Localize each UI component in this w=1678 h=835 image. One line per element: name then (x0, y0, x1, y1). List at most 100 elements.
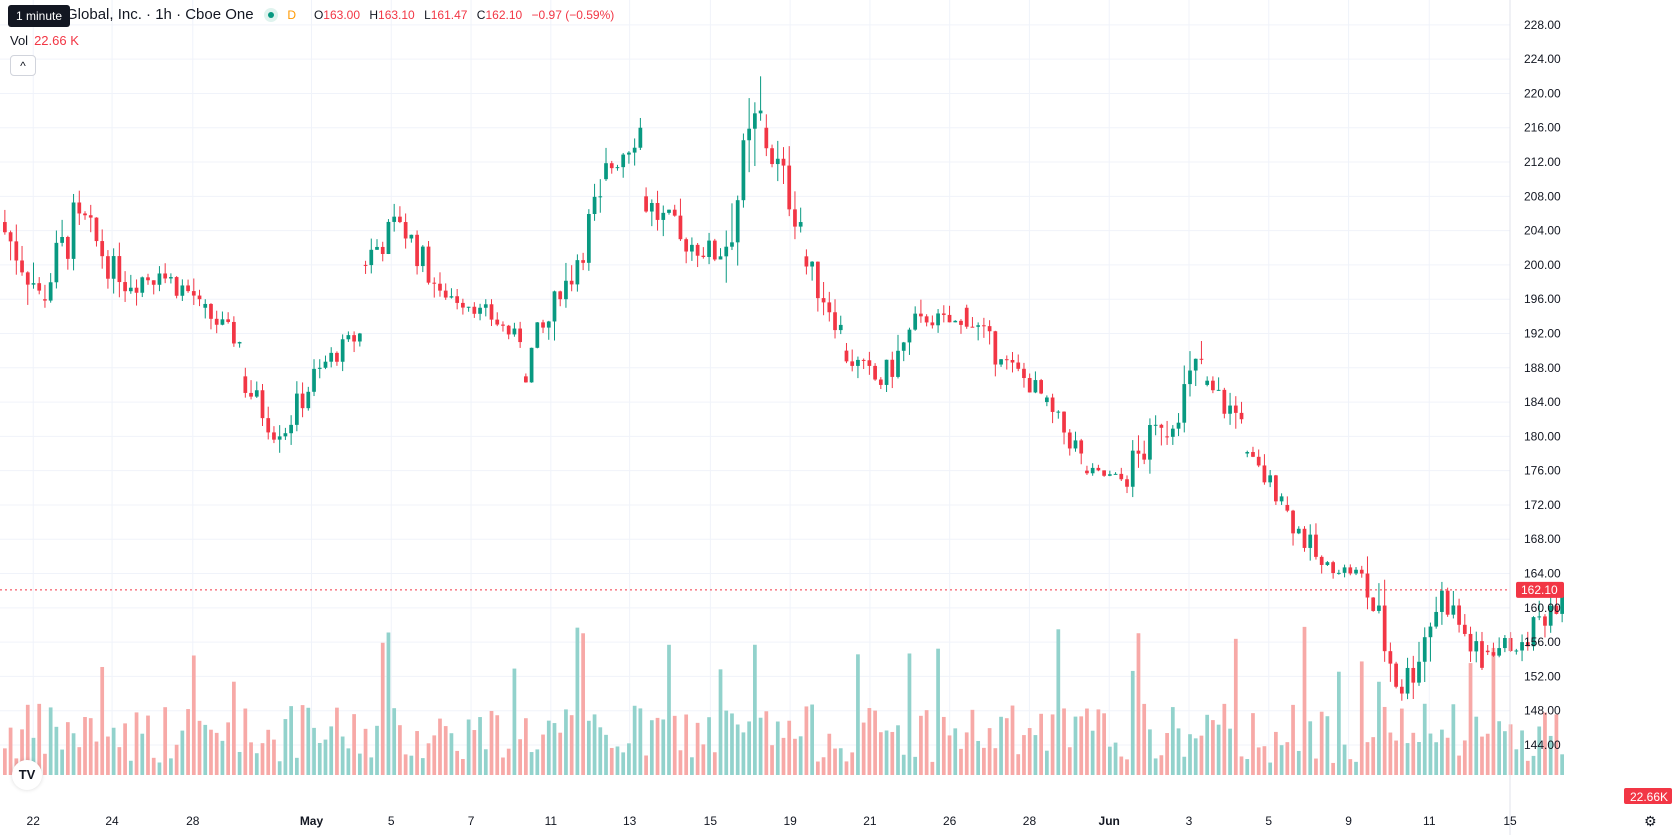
candle-body (157, 273, 162, 285)
candle-body (117, 256, 122, 283)
volume-bar (678, 750, 683, 775)
candlesticks (3, 76, 1564, 701)
volume-bar (375, 725, 379, 775)
volume-bar (232, 681, 236, 775)
candle-body (838, 324, 843, 331)
volume-bar (426, 743, 431, 775)
volume-bar (964, 732, 969, 775)
volume-bar (501, 757, 505, 775)
candle-body (552, 291, 557, 322)
volume-bar (735, 724, 740, 775)
settings-gear-icon[interactable]: ⚙ (1644, 813, 1657, 829)
volume-bar (157, 762, 162, 775)
symbol-title[interactable]: se Global, Inc. · 1h · Cboe One (46, 6, 254, 23)
candle-body (1314, 534, 1318, 557)
volume-bar (254, 753, 259, 775)
candle-body (1113, 473, 1118, 475)
volume-bar (1251, 713, 1255, 775)
volume-bar (8, 727, 13, 775)
candle-body (272, 432, 276, 440)
time-tick-label: 24 (105, 814, 119, 828)
volume-bar (1125, 759, 1129, 775)
volume-bar (403, 754, 408, 775)
candle-body (3, 222, 7, 233)
volume-bar (237, 751, 242, 775)
candle-body (420, 246, 425, 267)
volume-bar (1285, 742, 1290, 775)
volume-bar (203, 724, 208, 775)
candle-body (1394, 663, 1398, 687)
candle-body (1377, 605, 1381, 611)
volume-bar (1119, 756, 1124, 775)
volume-bar (117, 747, 122, 775)
candle-body (363, 264, 368, 266)
candle-body (48, 282, 53, 301)
candle-body (220, 319, 225, 325)
candle-body (83, 213, 87, 216)
candle-body (415, 234, 419, 267)
volume-bar (976, 740, 981, 775)
volume-bar (1308, 721, 1313, 775)
candle-body (861, 359, 866, 361)
candle-body (672, 209, 677, 216)
collapse-legend-button[interactable]: ^ (10, 55, 36, 76)
volume-bar (833, 748, 837, 775)
candle-body (1079, 440, 1084, 454)
volume-bar (489, 710, 494, 775)
candle-body (586, 213, 591, 263)
volume-bar (340, 736, 345, 775)
candle-body (31, 283, 36, 285)
volume-bar (884, 730, 889, 775)
volume-bar (260, 743, 265, 775)
volume-bar (724, 710, 729, 775)
volume-bar (936, 648, 940, 775)
candle-body (1417, 661, 1421, 683)
volume-legend[interactable]: Vol 22.66 K (10, 33, 79, 48)
candle-body (426, 246, 431, 283)
volume-bar (810, 704, 814, 775)
volume-bar (695, 722, 700, 775)
volume-bar (993, 748, 998, 775)
volume-bar (878, 732, 883, 775)
volume-bar (1480, 736, 1484, 775)
volume-bar (1004, 718, 1009, 775)
candle-body (1440, 590, 1444, 612)
volume-bar (483, 749, 488, 775)
volume-bar (146, 715, 150, 775)
data-flag[interactable]: D (287, 8, 297, 23)
volume-bar (558, 732, 563, 775)
price-tick-label: 188.00 (1524, 361, 1561, 375)
candle-body (94, 217, 99, 242)
volume-bar (890, 731, 895, 775)
price-tick-label: 172.00 (1524, 498, 1561, 512)
volume-bar (552, 723, 557, 775)
candle-body (564, 280, 568, 300)
volume-bar (140, 733, 145, 775)
candle-body (815, 261, 820, 299)
volume-bar (798, 736, 803, 775)
candle-body (1279, 496, 1284, 502)
symbol-header: se Global, Inc. · 1h · Cboe One D O163.0… (8, 6, 614, 23)
candle-body (277, 436, 282, 440)
candle-body (151, 280, 156, 285)
candle-body (203, 303, 208, 308)
candle-body (667, 209, 671, 213)
candle-body (970, 326, 975, 328)
volume-bar (420, 758, 425, 775)
candle-body (14, 241, 19, 261)
tradingview-logo-icon[interactable]: TV (12, 760, 42, 790)
price-tick-label: 216.00 (1524, 121, 1561, 135)
candle-body (844, 350, 849, 362)
candle-body (329, 352, 334, 362)
candle-body (1119, 473, 1124, 480)
candle-body (1445, 590, 1450, 615)
market-status-icon[interactable] (263, 8, 278, 23)
volume-bar (1056, 629, 1061, 775)
volume-bar (1422, 703, 1427, 775)
volume-bar (758, 717, 763, 775)
candle-body (1548, 605, 1553, 626)
candle-body (1216, 389, 1221, 391)
volume-bar (1050, 714, 1055, 775)
candle-body (770, 148, 774, 165)
